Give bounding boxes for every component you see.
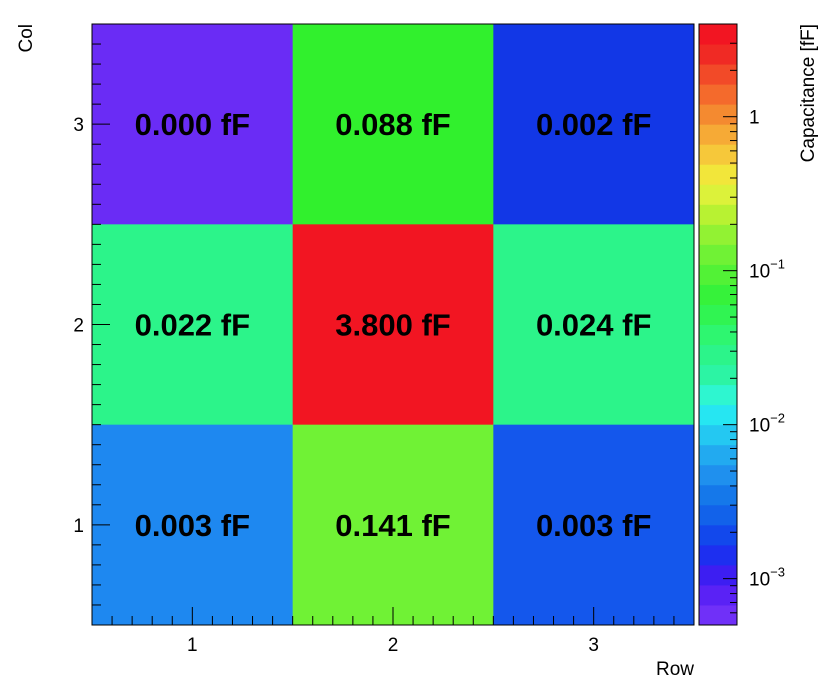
- colorbar-band: [699, 564, 737, 586]
- cell-value-label: 0.003 fF: [135, 508, 250, 543]
- cell-value-label: 0.002 fF: [536, 107, 651, 142]
- colorbar-band: [699, 244, 737, 265]
- x-axis-label: Row: [656, 659, 694, 680]
- colorbar-band: [699, 424, 737, 446]
- colorbar-band: [699, 544, 737, 566]
- axis-ticks: 1 2 3 1 2 3: [73, 23, 695, 656]
- cell-value-label: 0.088 fF: [335, 107, 450, 142]
- heatmap-cell: [493, 424, 695, 626]
- heatmap-cell-labels: 0.000 fF 0.088 fF 0.002 fF 0.022 fF 3.800 fF…: [135, 107, 652, 543]
- colorbar-band: [699, 24, 737, 45]
- y-tick-label: 1: [73, 516, 84, 537]
- colorbar-band: [699, 404, 737, 426]
- colorbar-tick-label: 10−3: [749, 565, 785, 591]
- colorbar: 10−3 10−2 10−1 1: [698, 23, 785, 626]
- cell-value-label: 0.003 fF: [536, 508, 651, 543]
- cell-value-label: 0.024 fF: [536, 308, 651, 343]
- colorbar-band: [699, 104, 737, 125]
- y-tick-label: 3: [73, 115, 84, 136]
- colorbar-band: [699, 604, 737, 626]
- heatmap-cells: [92, 24, 695, 626]
- colorbar-tick-label: 10−2: [749, 411, 785, 437]
- cell-value-label: 0.022 fF: [135, 308, 250, 343]
- colorbar-band: [699, 484, 737, 506]
- colorbar-band: [699, 504, 737, 526]
- colorbar-band: [699, 204, 737, 225]
- colorbar-band: [699, 464, 737, 486]
- colorbar-band: [699, 304, 737, 325]
- heatmap-cell: [493, 24, 695, 225]
- heatmap-cell: [292, 424, 494, 626]
- cell-value-label: 3.800 fF: [335, 308, 450, 343]
- colorbar-band: [699, 384, 737, 406]
- heatmap-cell: [92, 24, 294, 225]
- colorbar-tick-label: 1: [749, 108, 760, 129]
- heatmap-cell: [292, 224, 494, 426]
- colorbar-band: [699, 264, 737, 285]
- cell-value-label: 0.000 fF: [135, 107, 250, 142]
- colorbar-tick-label: 10−1: [749, 257, 785, 283]
- y-axis-label: Col: [16, 24, 37, 53]
- y-tick-label: 2: [73, 316, 84, 337]
- colorbar-band: [699, 344, 737, 366]
- colorbar-band: [699, 84, 737, 105]
- x-tick-label: 1: [187, 635, 198, 656]
- colorbar-band: [699, 44, 737, 65]
- colorbar-band: [699, 524, 737, 546]
- cell-value-label: 0.141 fF: [335, 508, 450, 543]
- colorbar-frame: [698, 23, 738, 626]
- colorbar-label: Capacitance [fF]: [798, 24, 819, 162]
- colorbar-band: [699, 124, 737, 145]
- colorbar-band: [699, 184, 737, 205]
- colorbar-band: [699, 64, 737, 85]
- colorbar-band: [699, 164, 737, 185]
- colorbar-band: [699, 584, 737, 606]
- colorbar-band: [699, 284, 737, 305]
- colorbar-band: [699, 324, 737, 346]
- heatmap-cell: [92, 224, 294, 426]
- heatmap-cell: [493, 224, 695, 426]
- x-tick-label: 2: [388, 635, 399, 656]
- colorbar-band: [699, 444, 737, 466]
- colorbar-band: [699, 144, 737, 165]
- x-tick-label: 3: [588, 635, 599, 656]
- heatmap-cell: [92, 424, 294, 626]
- colorbar-band: [699, 364, 737, 386]
- heatmap-cell: [292, 24, 494, 225]
- colorbar-band: [699, 224, 737, 245]
